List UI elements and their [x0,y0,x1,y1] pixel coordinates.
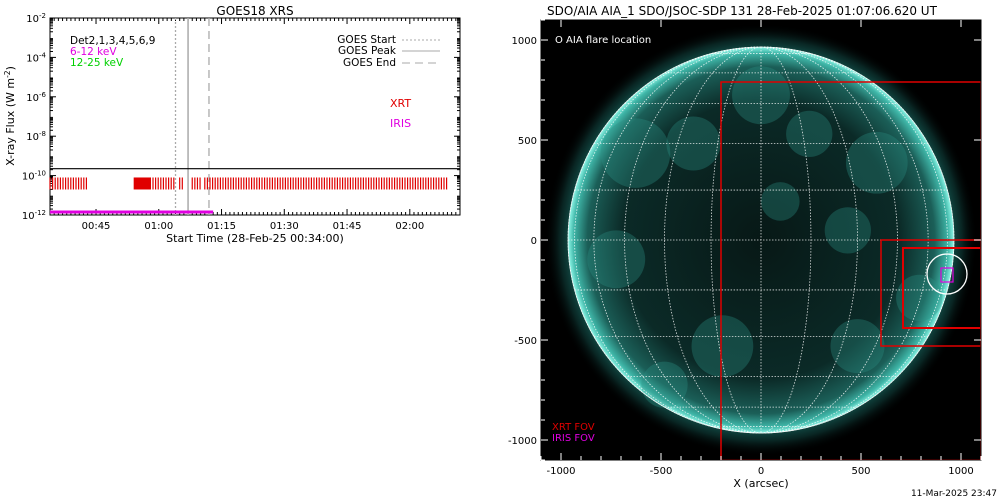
goes-chart-title: GOES18 XRS [216,4,293,18]
longitude-line [664,46,762,434]
goes-x-axis-label: Start Time (28-Feb-25 00:34:00) [166,232,344,245]
coronal-bright-region [761,182,800,221]
coronal-bright-region [845,131,908,194]
xrt-instrument-label: XRT [390,97,411,110]
flare-location-marker [926,253,968,295]
aia-x-tick-label: 1000 [948,466,973,477]
coronal-bright-region [600,118,671,188]
coronal-bright-region [587,230,646,289]
longitude-line [574,46,762,434]
aia-y-tick-label: 1000 [512,36,537,47]
iris-fov-legend: IRIS FOV [552,433,595,444]
coronal-bright-region [641,361,688,408]
goes-y-tick-label: 10-10 [22,170,46,183]
goes-y-tick-label: 10-4 [26,51,46,64]
aia-flare-legend: O AIA flare location [555,35,651,46]
iris-instrument-label: IRIS [390,117,411,130]
goes-x-tick-label: 01:30 [270,221,299,232]
coronal-bright-region [786,110,833,158]
event-legend-peak-label: GOES Peak [338,45,397,57]
channel-legend-12-25kev: 12-25 keV [70,57,124,69]
aia-y-tick-label: -500 [514,336,537,347]
goes-y-axis-label-sup: -2 [3,70,12,78]
xrt-fov-box [902,247,981,329]
aia-x-tick-label: -1000 [546,466,575,477]
aia-map-title: SDO/AIA AIA_1 SDO/JSOC-SDP 131 28-Feb-20… [547,4,938,18]
goes-x-tick-label: 01:00 [144,221,173,232]
goes-y-axis-label: X-ray Flux (W m-2) [3,66,17,166]
aia-y-tick-label: 0 [531,236,537,247]
goes-x-tick-label: 00:45 [82,221,111,232]
iris-fov-box [940,267,954,283]
goes-y-axis-label-tail: ) [4,66,17,70]
aia-x-tick-label: -500 [650,466,673,477]
longitude-line [760,46,858,434]
coronal-bright-region [691,315,754,378]
aia-x-tick-label: 500 [851,466,870,477]
goes-x-tick-label: 01:45 [333,221,362,232]
goes-x-tick-label: 02:00 [395,221,424,232]
xrt-fov-legend: XRT FOV [552,422,595,433]
event-legend-start-label: GOES Start [337,34,396,46]
goes-y-tick-label: 10-2 [26,12,46,25]
goes-xrs-chart: GOES18 XRS 10-2 10-4 10-6 10-8 10-10 10-12 00… [3,4,461,245]
longitude-line [760,46,812,434]
xrt-observation-block [133,177,151,190]
aia-x-tick-label: 0 [758,466,764,477]
longitude-line [710,46,762,434]
xrt-fov-box [720,81,981,460]
aia-y-tick-label: 500 [518,136,537,147]
goes-y-tick-label: 10-12 [22,209,46,222]
goes-y-tick-label: 10-6 [26,91,46,104]
goes-y-tick-label: 10-8 [26,130,46,143]
channel-legend-6-12kev: 6-12 keV [70,46,117,58]
aia-y-tick-label: -1000 [508,436,537,447]
longitude-line [593,46,762,434]
goes-x-tick-label: 01:15 [207,221,236,232]
footer-timestamp: 11-Mar-2025 23:47 [911,489,997,499]
coronal-bright-region [830,319,885,374]
channel-legend-det: Det2,1,3,4,5,6,9 [70,35,155,47]
aia-x-axis-label: X (arcsec) [733,477,788,490]
event-legend-end-label: GOES End [343,57,396,69]
xrt-fov-box [880,239,981,347]
coronal-bright-region [824,207,872,254]
goes-y-axis-label-main: X-ray Flux (W m [4,78,17,166]
aia-solar-map: SDO/AIA AIA_1 SDO/JSOC-SDP 131 28-Feb-20… [508,4,997,499]
